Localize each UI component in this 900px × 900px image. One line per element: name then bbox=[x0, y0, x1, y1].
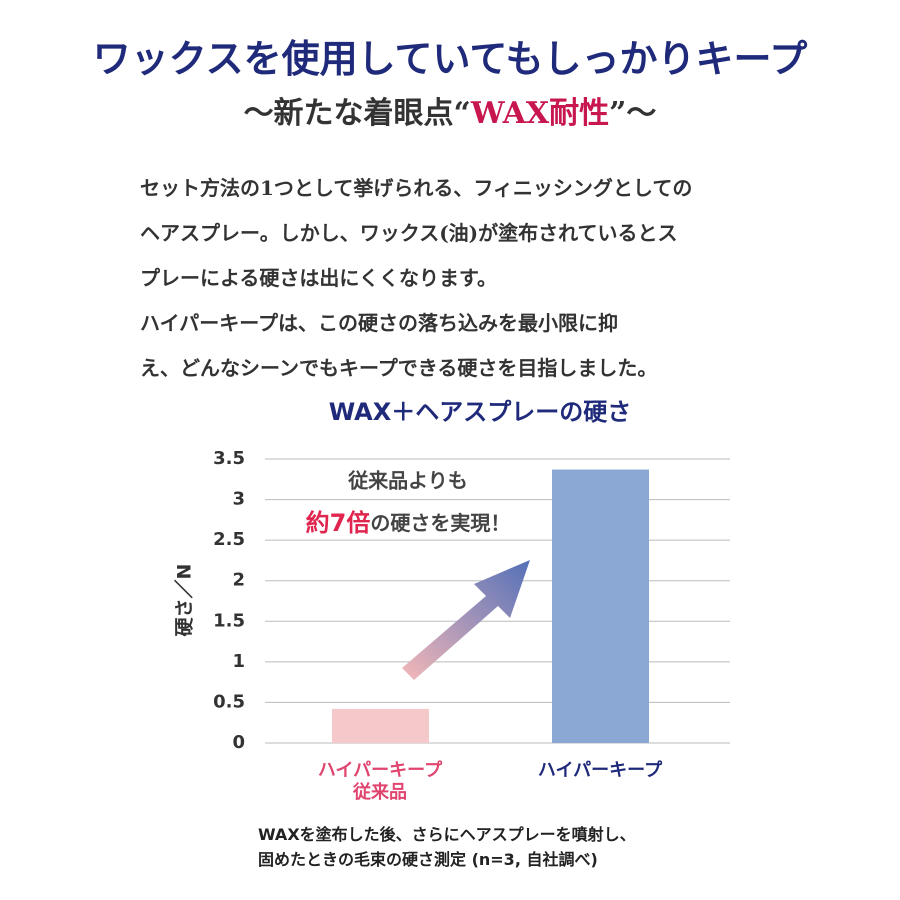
bar bbox=[332, 708, 429, 743]
y-tick-label: 2.5 bbox=[213, 529, 245, 550]
y-tick-label: 1 bbox=[232, 651, 245, 672]
y-axis-label: 硬さ／N bbox=[173, 564, 196, 637]
bar bbox=[552, 469, 649, 743]
subheadline-part: ”〜 bbox=[609, 96, 657, 131]
footnote-line: 固めたときの毛束の硬さ測定 (n=3, 自社調べ) bbox=[258, 850, 598, 869]
x-tick-label: ハイパーキープ 従来品 bbox=[317, 760, 443, 803]
arrow bbox=[402, 560, 530, 680]
y-tick-label: 3 bbox=[232, 489, 245, 510]
subheadline-part: 〜新たな着眼点“ bbox=[243, 96, 471, 131]
y-tick-label: 0 bbox=[232, 732, 245, 753]
annotation: 約7倍の硬さを実現！ bbox=[306, 509, 511, 537]
body-line: セット方法の1つとして挙げられる、フィニッシングとしての bbox=[140, 176, 693, 200]
body-line: ヘアスプレー。しかし、ワックス(油)が塗布されているとス bbox=[140, 221, 678, 245]
y-tick-label: 2 bbox=[232, 570, 245, 591]
subheadline-highlight: WAX耐性 bbox=[470, 96, 610, 131]
body-line: え、どんなシーンでもキープできる硬さを目指しました。 bbox=[140, 356, 658, 380]
body-line: ハイパーキープは、この硬さの落ち込みを最小限に抑 bbox=[140, 311, 618, 335]
chart-title: WAX＋ヘアスプレーの硬さ bbox=[329, 398, 631, 426]
annotation-highlight: 約7倍 bbox=[306, 509, 371, 537]
annotation: 従来品よりも bbox=[347, 469, 468, 493]
body-text: セット方法の1つとして挙げられる、フィニッシングとしての ヘアスプレー。しかし、ワ… bbox=[140, 166, 880, 391]
footnote: WAXを塗布した後、さらにヘアスプレーを噴射し、 固めたときの毛束の硬さ測定 (n… bbox=[258, 822, 636, 872]
x-tick-label: ハイパーキープ bbox=[537, 760, 663, 781]
y-tick-label: 0.5 bbox=[213, 691, 245, 712]
subheadline: 〜新たな着眼点“WAX耐性”〜 bbox=[0, 88, 900, 132]
annotation-rest: の硬さを実現！ bbox=[370, 511, 510, 535]
y-tick-label: 3.5 bbox=[213, 448, 245, 469]
y-tick-label: 1.5 bbox=[213, 610, 245, 631]
headline: ワックスを使用していてもしっかりキープ bbox=[92, 36, 808, 81]
footnote-line: WAXを塗布した後、さらにヘアスプレーを噴射し、 bbox=[258, 825, 636, 844]
body-line: プレーによる硬さは出にくくなります。 bbox=[140, 266, 497, 290]
plot: 0 0.5 1 1.5 2 2.5 3 3.5 bbox=[213, 448, 730, 753]
